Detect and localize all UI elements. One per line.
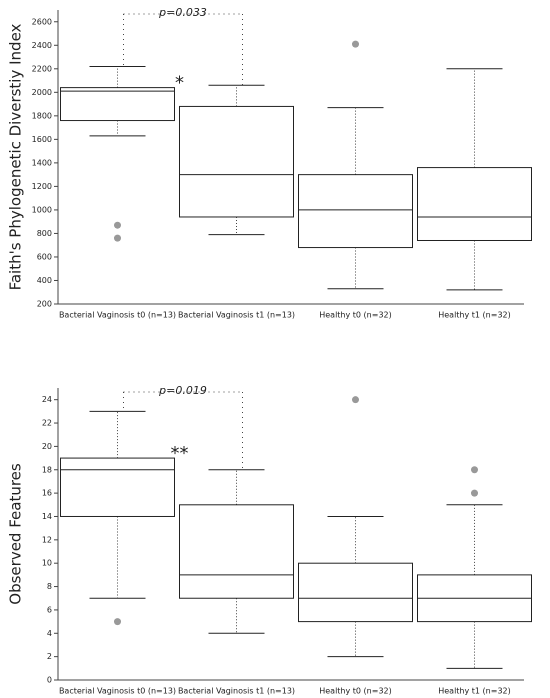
y-tick-label: 400 [37,276,52,285]
significance: * [175,73,184,94]
outlier [471,489,478,497]
box [60,87,175,122]
y-tick-label: 2000 [32,88,52,97]
box [179,105,294,218]
y-tick-label: 22 [42,419,52,428]
outlier [352,40,359,48]
outlier [471,466,478,474]
x-tick-label: Bacterial Vaginosis t1 (n=13) [178,687,295,696]
outlier [114,221,121,229]
y-tick-label: 10 [42,559,52,568]
y-tick-label: 2 [47,652,52,661]
y-tick-label: 1600 [32,135,52,144]
x-tick-label: Healthy t1 (n=32) [438,311,511,320]
p-value: p=0.033 [158,6,207,19]
outlier [352,396,359,404]
y-tick-label: 20 [42,442,52,451]
y-tick-label: 600 [37,252,52,261]
y-tick-label: 2200 [32,64,52,73]
y-tick-label: 14 [42,512,52,521]
y-tick-label: 0 [47,676,52,685]
outlier [114,234,121,242]
y-tick-label: 24 [42,395,52,404]
x-tick-label: Healthy t0 (n=32) [319,687,392,696]
y-tick-label: 2400 [32,41,52,50]
y-tick-label: 12 [42,535,52,544]
x-tick-label: Bacterial Vaginosis t1 (n=13) [178,311,295,320]
y-tick-label: 1000 [32,205,52,214]
y-tick-label: 200 [37,300,52,309]
box [298,562,413,623]
y-axis-label: Observed Features [7,463,25,605]
y-tick-label: 1800 [32,111,52,120]
y-tick-label: 4 [47,629,52,638]
y-tick-label: 1400 [32,158,52,167]
x-tick-label: Bacterial Vaginosis t0 (n=13) [59,311,176,320]
y-tick-label: 2600 [32,17,52,26]
x-tick-label: Healthy t1 (n=32) [438,687,511,696]
y-axis-label: Faith's Phylogenetic Diverstiy Index [7,23,25,290]
y-tick-label: 800 [37,229,52,238]
x-tick-label: Bacterial Vaginosis t0 (n=13) [59,687,176,696]
box [60,457,175,517]
y-tick-label: 6 [47,605,52,614]
box [298,174,413,249]
significance: ** [171,443,189,464]
p-value: p=0.019 [158,384,207,397]
y-tick-label: 8 [47,582,52,591]
box [179,504,294,599]
y-tick-label: 16 [42,489,52,498]
y-tick-label: 18 [42,465,52,474]
x-tick-label: Healthy t0 (n=32) [319,311,392,320]
y-tick-label: 1200 [32,182,52,191]
box [417,167,532,241]
outlier [114,618,121,626]
